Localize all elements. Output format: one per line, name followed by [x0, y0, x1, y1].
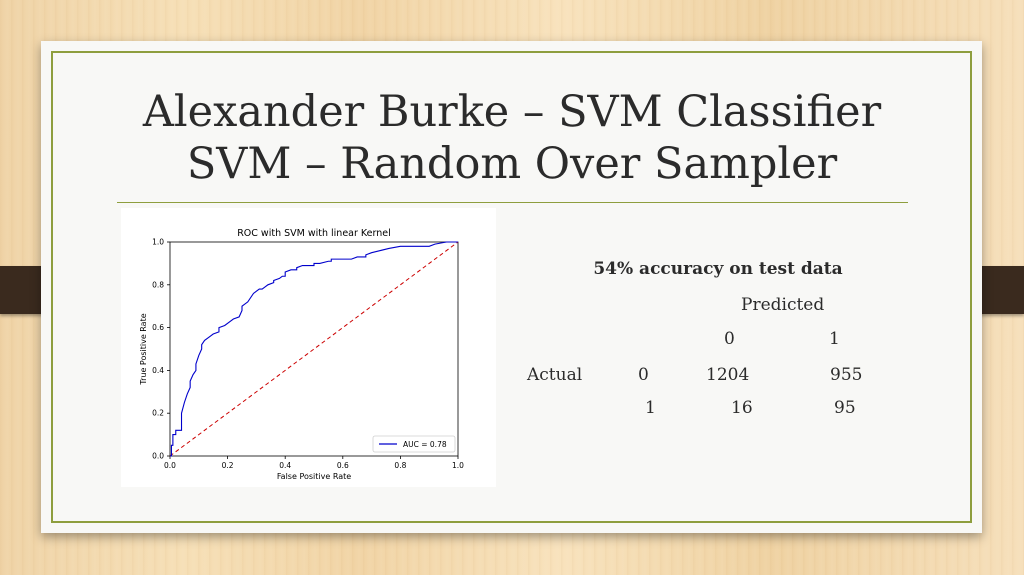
chance-diagonal-line: [169, 241, 459, 457]
cell-1-0: 16: [731, 398, 753, 418]
y-tick-label: 1.0: [152, 238, 164, 247]
legend-label: AUC = 0.78: [403, 440, 447, 449]
x-tick-label: 0.4: [279, 461, 291, 470]
x-tick-label: 0.0: [164, 461, 176, 470]
actual-label: Actual: [527, 365, 583, 385]
y-tick-label: 0.6: [152, 323, 164, 332]
cell-1-1: 95: [834, 398, 856, 418]
slide-frame: [51, 51, 972, 523]
plot-frame: [169, 241, 459, 457]
predicted-col-1: 1: [829, 329, 840, 349]
title-line-2: SVM – Random Over Sampler: [186, 139, 838, 189]
cell-0-1: 955: [830, 365, 863, 385]
legend-box: [372, 435, 456, 453]
title-divider: [117, 202, 908, 203]
title-line-1: Alexander Burke – SVM Classifier: [142, 87, 882, 137]
y-tick-label: 0.4: [152, 366, 164, 375]
predicted-col-0: 0: [724, 329, 735, 349]
chart-title: ROC with SVM with linear Kernel: [237, 228, 391, 239]
actual-row-1: 1: [645, 398, 656, 418]
x-tick-label: 1.0: [452, 461, 464, 470]
x-tick-label: 0.6: [337, 461, 349, 470]
y-tick-label: 0.2: [152, 409, 164, 418]
cell-0-0: 1204: [706, 365, 750, 385]
y-axis-label: True Positive Rate: [139, 313, 148, 385]
x-tick-label: 0.2: [222, 461, 234, 470]
roc-chart: ROC with SVM with linear Kernel False Po…: [139, 228, 464, 481]
predicted-label: Predicted: [741, 295, 825, 315]
actual-row-0: 0: [638, 365, 649, 385]
y-tick-label: 0.8: [152, 280, 164, 289]
accuracy-text: 54% accuracy on test data: [593, 259, 843, 279]
roc-curve-line: [170, 241, 458, 457]
roc-chart-panel: ROC with SVM with linear Kernel False Po…: [121, 208, 496, 487]
slide-title: Alexander Burke – SVM Classifier SVM – R…: [60, 86, 964, 190]
x-axis-label: False Positive Rate: [277, 472, 351, 481]
y-tick-label: 0.0: [152, 452, 164, 461]
x-tick-label: 0.8: [394, 461, 406, 470]
